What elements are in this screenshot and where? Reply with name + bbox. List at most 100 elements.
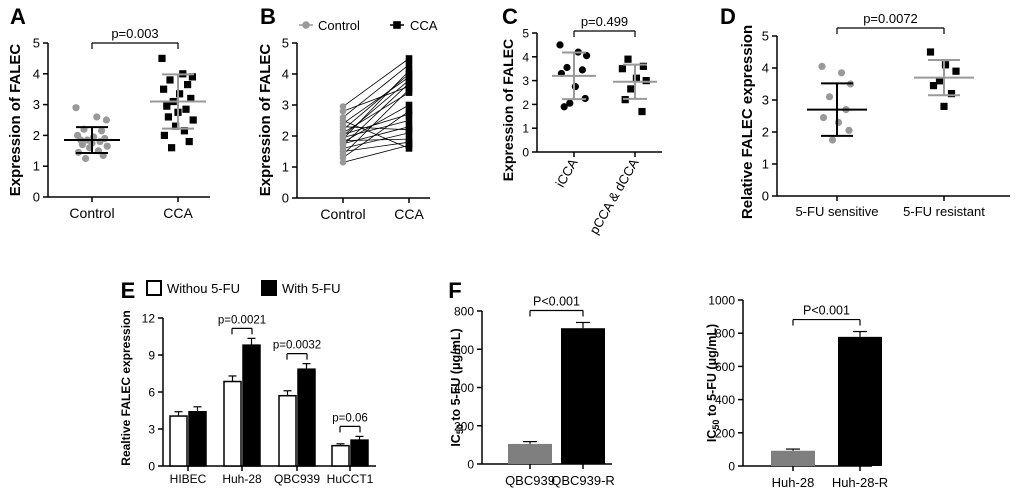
data-point	[642, 77, 650, 85]
y-axis-title-main: IC	[705, 430, 719, 443]
panel-label-f: F	[448, 278, 461, 303]
data-point	[180, 127, 188, 135]
panel-f-right: 0 200 400 600 800 1000 Huh-28 Huh-28-R P<0.001 IC…	[705, 294, 888, 491]
bar	[508, 443, 552, 464]
pair-line	[342, 141, 410, 152]
data-point	[819, 114, 828, 122]
pair-line	[342, 138, 410, 142]
significance-a-label: p=0.003	[111, 26, 158, 41]
panel-label-d: D	[720, 4, 736, 29]
data-point	[163, 102, 171, 110]
y-tick-label: 0	[148, 460, 155, 474]
data-point	[188, 73, 196, 81]
pair-line	[342, 58, 410, 107]
data-point	[940, 102, 948, 110]
bar	[350, 439, 369, 467]
legend-marker-cca	[393, 21, 401, 29]
pair-line	[342, 132, 410, 149]
data-point	[834, 118, 843, 126]
panel-a: A 0 1 2 3 4 5 Control CCA p=0.003 Expression of FA…	[7, 4, 210, 221]
y-tick-label: 1	[282, 160, 289, 175]
data-point	[563, 63, 571, 72]
y-axis-title: Expression of FALEC	[500, 39, 516, 181]
data-point	[627, 85, 635, 93]
y-tick-label: 2	[33, 128, 40, 143]
y-tick-label: 600	[454, 343, 474, 357]
y-tick-label: 5	[522, 27, 529, 41]
significance-e-label: p=0.06	[332, 412, 368, 424]
data-point	[98, 127, 106, 135]
data-point	[952, 67, 960, 75]
x-tick-label: pCCA & dCCA	[586, 156, 641, 237]
pair-line	[342, 110, 410, 159]
bar	[223, 380, 242, 467]
data-point-cca	[405, 117, 413, 124]
panel-c: C 0 1 2 3 4 5 iCCA pCCA & dCCA p=0.499 Expression …	[500, 4, 662, 237]
data-point	[571, 82, 580, 91]
pair-line	[342, 73, 410, 131]
pair-line	[342, 89, 410, 155]
bar	[771, 450, 815, 466]
x-tick-label: Huh-28	[222, 472, 262, 486]
data-point-cca	[405, 101, 413, 109]
bar	[242, 344, 261, 467]
significance-e-label: p=0.0021	[218, 314, 266, 326]
data-point-cca	[405, 123, 413, 130]
y-axis-title-main: IC	[449, 434, 463, 447]
x-tick-label: CCA	[394, 206, 424, 222]
data-point	[926, 48, 935, 56]
data-point-control	[339, 154, 347, 161]
data-point	[103, 142, 111, 150]
bar	[278, 394, 297, 467]
y-tick-label: 0	[522, 146, 529, 160]
data-point-cca	[405, 61, 413, 68]
x-tick-label: QBC939-R	[551, 473, 615, 488]
pair-line	[342, 126, 410, 145]
legend-marker-control	[302, 21, 310, 29]
bar	[297, 368, 316, 467]
significance-f-label: P<0.001	[533, 294, 580, 308]
data-point	[176, 90, 184, 98]
data-point-cca	[405, 86, 413, 93]
data-point	[947, 90, 956, 98]
bar	[331, 444, 350, 467]
legend-swatch-with	[261, 280, 277, 296]
pair-line	[342, 76, 410, 124]
y-tick-label: 1	[522, 122, 529, 136]
y-tick-label: 4	[33, 66, 40, 81]
y-axis-title: Expression of FALEC	[257, 44, 274, 197]
y-axis-title-subscript: 50	[455, 424, 465, 434]
legend-label-cca: CCA	[410, 18, 438, 33]
x-tick-label: Control	[320, 206, 365, 222]
y-tick-label: 5	[33, 36, 40, 51]
data-point	[845, 126, 853, 134]
data-point-cca	[405, 142, 413, 149]
x-tick-label: HIBEC	[170, 472, 207, 486]
y-tick-label: 6	[148, 386, 155, 400]
y-tick-label: 4	[762, 61, 769, 76]
panel-e: E 0 3 6 9 12 HIBEC Huh-28 p=0.0021 QBC939 p=0.0032…	[119, 278, 376, 486]
data-point	[556, 41, 564, 49]
legend-swatch-without	[146, 280, 162, 296]
data-point	[78, 141, 86, 149]
data-point-cca	[405, 80, 413, 87]
y-tick-label: 200	[715, 426, 735, 440]
panel-label-b: B	[260, 4, 276, 29]
y-tick-label: 5	[282, 36, 289, 51]
data-point	[72, 104, 80, 112]
data-point-cca	[405, 55, 413, 62]
y-tick-label: 5	[762, 29, 769, 44]
significance-c-label: p=0.499	[581, 14, 628, 29]
x-tick-label: QBC939	[505, 473, 555, 488]
x-tick-label: HuCCT1	[327, 472, 374, 486]
legend-label-with: With 5-FU	[282, 281, 341, 296]
data-point	[638, 107, 646, 116]
pair-line	[342, 70, 410, 140]
data-point	[583, 52, 591, 60]
data-point	[566, 99, 574, 107]
pair-line	[342, 104, 410, 143]
data-point	[158, 54, 166, 62]
pair-line	[342, 113, 410, 135]
